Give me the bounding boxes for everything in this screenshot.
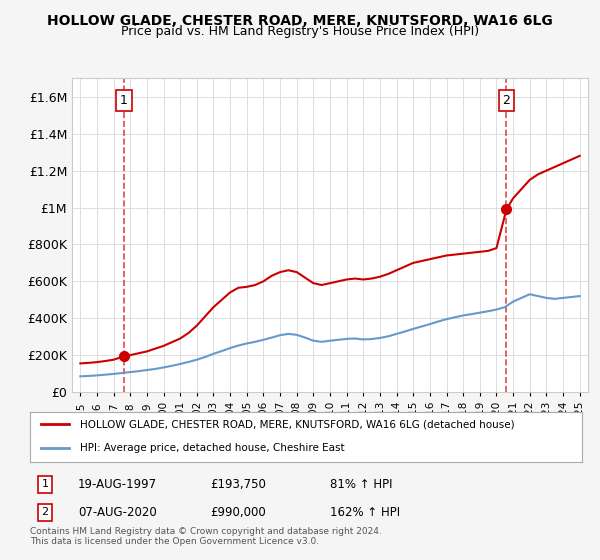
Text: £990,000: £990,000 [210,506,266,519]
Text: HOLLOW GLADE, CHESTER ROAD, MERE, KNUTSFORD, WA16 6LG: HOLLOW GLADE, CHESTER ROAD, MERE, KNUTSF… [47,14,553,28]
Text: 2: 2 [41,507,49,517]
Text: Price paid vs. HM Land Registry's House Price Index (HPI): Price paid vs. HM Land Registry's House … [121,25,479,38]
Text: 1: 1 [41,479,49,489]
Text: £193,750: £193,750 [210,478,266,491]
Text: 1: 1 [120,94,128,107]
Text: HOLLOW GLADE, CHESTER ROAD, MERE, KNUTSFORD, WA16 6LG (detached house): HOLLOW GLADE, CHESTER ROAD, MERE, KNUTSF… [80,419,514,429]
Text: 07-AUG-2020: 07-AUG-2020 [78,506,157,519]
Text: 2: 2 [503,94,511,107]
Text: HPI: Average price, detached house, Cheshire East: HPI: Average price, detached house, Ches… [80,443,344,453]
Text: 162% ↑ HPI: 162% ↑ HPI [330,506,400,519]
Text: Contains HM Land Registry data © Crown copyright and database right 2024.
This d: Contains HM Land Registry data © Crown c… [30,526,382,546]
Text: 81% ↑ HPI: 81% ↑ HPI [330,478,392,491]
Text: 19-AUG-1997: 19-AUG-1997 [78,478,157,491]
